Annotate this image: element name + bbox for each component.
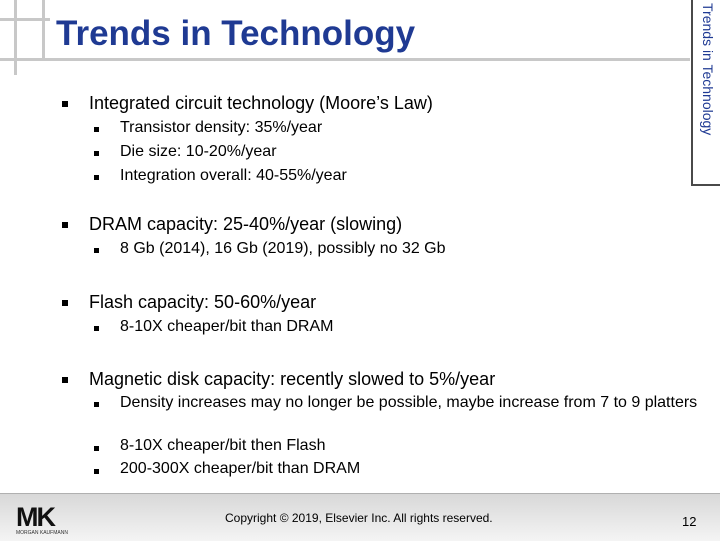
page-number: 12 <box>682 514 697 529</box>
decor-line <box>0 18 50 21</box>
sub-bullet-item: Die size: 10-20%/year <box>120 143 277 160</box>
logo-subtext: MORGAN KAUFMANN <box>16 530 68 536</box>
bullet-icon <box>94 151 99 156</box>
sub-bullet-item: 8 Gb (2014), 16 Gb (2019), possibly no 3… <box>120 240 446 257</box>
bullet-icon <box>94 326 99 331</box>
bullet-icon <box>94 175 99 180</box>
decor-line <box>14 0 17 75</box>
bullet-item: Flash capacity: 50-60%/year <box>89 292 317 312</box>
bullet-icon <box>62 222 68 228</box>
decor-line <box>42 0 45 60</box>
sub-bullet-item: 8-10X cheaper/bit then Flash <box>120 437 326 454</box>
bullet-icon <box>62 377 68 383</box>
sub-bullet-item: Integration overall: 40-55%/year <box>120 167 347 184</box>
logo-mark: MK <box>16 502 56 532</box>
bullet-icon <box>62 300 68 306</box>
publisher-logo: MK MORGAN KAUFMANN <box>16 502 68 536</box>
bullet-item: DRAM capacity: 25-40%/year (slowing) <box>89 214 403 234</box>
sub-bullet-item: 200-300X cheaper/bit than DRAM <box>120 460 361 477</box>
sub-bullet-item: Transistor density: 35%/year <box>120 119 323 136</box>
side-label-box <box>691 0 720 186</box>
decor-line <box>0 58 690 61</box>
bullet-icon <box>94 446 99 451</box>
copyright-text: Copyright © 2019, Elsevier Inc. All righ… <box>225 511 493 525</box>
sub-bullet-item: Density increases may no longer be possi… <box>120 394 698 411</box>
bullet-item: Magnetic disk capacity: recently slowed … <box>89 369 496 389</box>
bullet-icon <box>94 402 99 407</box>
bullet-icon <box>62 101 68 107</box>
bullet-icon <box>94 469 99 474</box>
sub-bullet-item: 8-10X cheaper/bit than DRAM <box>120 318 334 335</box>
bullet-item: Integrated circuit technology (Moore’s L… <box>89 93 433 113</box>
bullet-icon <box>94 127 99 132</box>
footer-bar <box>0 493 720 541</box>
slide-title: Trends in Technology <box>56 14 416 53</box>
side-label: Trends in Technology <box>700 3 716 136</box>
bullet-icon <box>94 248 99 253</box>
